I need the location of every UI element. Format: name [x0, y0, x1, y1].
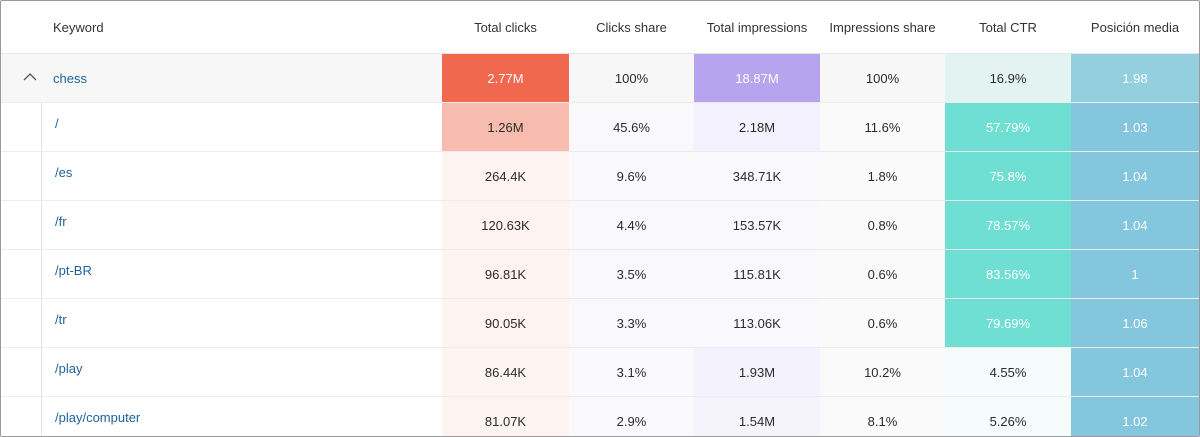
row-impressions-share: 10.2% — [820, 348, 945, 396]
row-total-ctr: 79.69% — [945, 299, 1071, 347]
row-keyword-cell: /play/computer — [41, 397, 442, 436]
row-posicion-media: 1.02 — [1071, 397, 1199, 436]
row-total-impressions: 2.18M — [694, 103, 820, 151]
parent-total-impressions: 18.87M — [694, 54, 820, 102]
row-total-impressions: 113.06K — [694, 299, 820, 347]
row-total-ctr: 4.55% — [945, 348, 1071, 396]
header-total-ctr[interactable]: Total CTR — [979, 19, 1037, 35]
parent-keyword-link[interactable]: chess — [53, 70, 87, 86]
table-row[interactable]: /play 86.44K 3.1% 1.93M 10.2% 4.55% 1.04 — [1, 347, 1199, 396]
table-header: Keyword Total clicks Clicks share Total … — [1, 1, 1199, 54]
row-total-clicks: 120.63K — [442, 201, 569, 249]
row-impressions-share: 1.8% — [820, 152, 945, 200]
table-row[interactable]: /play/computer 81.07K 2.9% 1.54M 8.1% 5.26% 1.… — [1, 396, 1199, 436]
parent-keyword-cell: chess — [1, 54, 442, 102]
row-clicks-share: 45.6% — [569, 103, 694, 151]
row-total-ctr: 83.56% — [945, 250, 1071, 298]
header-keyword[interactable]: Keyword — [53, 19, 104, 35]
row-total-impressions: 153.57K — [694, 201, 820, 249]
row-keyword-cell: / — [41, 103, 442, 151]
table-row[interactable]: /pt-BR 96.81K 3.5% 115.81K 0.6% 83.56% 1 — [1, 249, 1199, 298]
row-keyword-link[interactable]: /tr — [55, 311, 67, 327]
header-impressions-share[interactable]: Impressions share — [829, 19, 936, 35]
row-clicks-share: 3.5% — [569, 250, 694, 298]
row-impressions-share: 0.8% — [820, 201, 945, 249]
table-row[interactable]: /fr 120.63K 4.4% 153.57K 0.8% 78.57% 1.04 — [1, 200, 1199, 249]
row-total-ctr: 75.8% — [945, 152, 1071, 200]
row-impressions-share: 0.6% — [820, 250, 945, 298]
table-row[interactable]: /es 264.4K 9.6% 348.71K 1.8% 75.8% 1.04 — [1, 151, 1199, 200]
row-clicks-share: 4.4% — [569, 201, 694, 249]
row-clicks-share: 3.1% — [569, 348, 694, 396]
row-posicion-media: 1 — [1071, 250, 1199, 298]
row-total-clicks: 90.05K — [442, 299, 569, 347]
row-clicks-share: 9.6% — [569, 152, 694, 200]
parent-impressions-share: 100% — [865, 70, 900, 86]
row-total-impressions: 348.71K — [694, 152, 820, 200]
row-keyword-cell: /es — [41, 152, 442, 200]
row-total-clicks: 1.26M — [442, 103, 569, 151]
row-posicion-media: 1.04 — [1071, 348, 1199, 396]
table-row[interactable]: /tr 90.05K 3.3% 113.06K 0.6% 79.69% 1.06 — [1, 298, 1199, 347]
row-keyword-link[interactable]: /fr — [55, 213, 67, 229]
row-keyword-link[interactable]: /es — [55, 164, 73, 180]
row-keyword-link[interactable]: /play/computer — [55, 409, 141, 425]
row-keyword-cell: /fr — [41, 201, 442, 249]
row-total-ctr: 5.26% — [945, 397, 1071, 436]
row-total-ctr: 57.79% — [945, 103, 1071, 151]
row-total-clicks: 81.07K — [442, 397, 569, 436]
row-total-clicks: 264.4K — [442, 152, 569, 200]
row-keyword-cell: /tr — [41, 299, 442, 347]
row-posicion-media: 1.04 — [1071, 152, 1199, 200]
chevron-up-icon[interactable] — [23, 72, 37, 82]
header-total-impressions[interactable]: Total impressions — [706, 19, 808, 35]
row-total-impressions: 1.93M — [694, 348, 820, 396]
row-posicion-media: 1.03 — [1071, 103, 1199, 151]
row-total-impressions: 115.81K — [694, 250, 820, 298]
row-keyword-link[interactable]: /pt-BR — [55, 262, 92, 278]
row-keyword-link[interactable]: /play — [55, 360, 83, 376]
row-posicion-media: 1.06 — [1071, 299, 1199, 347]
header-posicion-media[interactable]: Posición media — [1090, 19, 1180, 35]
row-keyword-cell: /play — [41, 348, 442, 396]
row-clicks-share: 3.3% — [569, 299, 694, 347]
row-posicion-media: 1.04 — [1071, 201, 1199, 249]
parent-total-ctr: 16.9% — [945, 54, 1071, 102]
parent-row[interactable]: chess 2.77M 100% 18.87M 100% 16.9% 1.98 — [1, 54, 1199, 102]
parent-total-clicks: 2.77M — [442, 54, 569, 102]
header-total-clicks[interactable]: Total clicks — [474, 19, 537, 35]
row-total-impressions: 1.54M — [694, 397, 820, 436]
row-total-clicks: 86.44K — [442, 348, 569, 396]
parent-posicion-media: 1.98 — [1071, 54, 1199, 102]
row-impressions-share: 8.1% — [820, 397, 945, 436]
row-total-ctr: 78.57% — [945, 201, 1071, 249]
parent-clicks-share: 100% — [614, 70, 649, 86]
row-impressions-share: 11.6% — [820, 103, 945, 151]
row-keyword-link[interactable]: / — [55, 115, 59, 131]
row-keyword-cell: /pt-BR — [41, 250, 442, 298]
table-row[interactable]: / 1.26M 45.6% 2.18M 11.6% 57.79% 1.03 — [1, 102, 1199, 151]
row-impressions-share: 0.6% — [820, 299, 945, 347]
row-clicks-share: 2.9% — [569, 397, 694, 436]
header-clicks-share[interactable]: Clicks share — [596, 19, 667, 35]
row-total-clicks: 96.81K — [442, 250, 569, 298]
